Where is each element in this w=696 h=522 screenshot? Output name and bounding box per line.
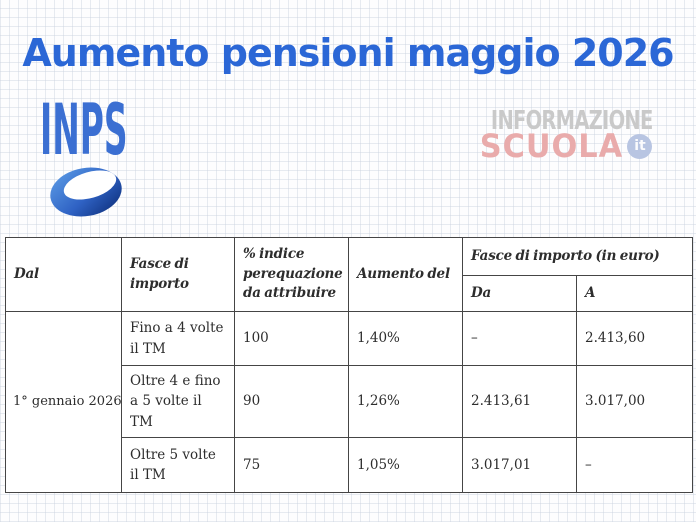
col-header-fasce: Fasce di importo xyxy=(121,237,235,312)
indice-cell: 90 xyxy=(234,365,349,438)
aumento-cell: 1,05% xyxy=(348,436,463,493)
col-header-aumento: Aumento del xyxy=(348,237,463,312)
scuola-wordmark-row: SCUOLA it xyxy=(464,130,664,162)
a-cell: 3.017,00 xyxy=(576,365,693,438)
indice-cell: 100 xyxy=(234,311,349,366)
da-cell: – xyxy=(462,311,577,366)
informazione-wordmark: INFORMAZIONE xyxy=(490,106,653,136)
aumento-cell: 1,26% xyxy=(348,365,463,438)
scuola-wordmark: SCUOLA xyxy=(479,127,623,165)
pension-increase-table: Dal Fasce di importo % indice perequazio… xyxy=(5,237,693,493)
col-header-fasce-euro: Fasce di importo (in euro) xyxy=(462,237,693,276)
page-title: Aumento pensioni maggio 2026 xyxy=(22,31,674,75)
fascia-cell: Fino a 4 volte il TM xyxy=(121,311,235,366)
a-cell: 2.413,60 xyxy=(576,311,693,366)
aumento-cell: 1,40% xyxy=(348,311,463,366)
fascia-cell: Oltre 4 e fino a 5 volte il TM xyxy=(121,365,235,438)
inps-swoosh-icon xyxy=(50,167,122,217)
table-row: Oltre 5 volte il TM 75 1,05% 3.017,01 – xyxy=(6,436,693,493)
table-header-row: Dal Fasce di importo % indice perequazio… xyxy=(5,237,693,312)
indice-cell: 75 xyxy=(234,436,349,493)
inps-logo: INPS xyxy=(40,89,226,218)
col-header-indice: % indice perequazione da attribuire xyxy=(234,237,349,312)
col-header-dal: Dal xyxy=(5,237,122,312)
col-header-a: A xyxy=(576,275,693,312)
date-cell: 1° gennaio 2026 xyxy=(5,311,122,493)
fascia-cell: Oltre 5 volte il TM xyxy=(121,436,235,493)
table-row: 1° gennaio 2026 Fino a 4 volte il TM 100… xyxy=(5,311,693,493)
table-row: Oltre 4 e fino a 5 volte il TM 90 1,26% … xyxy=(6,365,693,438)
it-badge-icon: it xyxy=(627,133,653,159)
inps-logo-text: INPS xyxy=(40,89,128,171)
a-cell: – xyxy=(576,436,693,493)
col-header-da: Da xyxy=(462,275,577,312)
da-cell: 3.017,01 xyxy=(462,436,577,493)
informazione-scuola-logo: INFORMAZIONE SCUOLA it xyxy=(464,108,664,162)
da-cell: 2.413,61 xyxy=(462,365,577,438)
